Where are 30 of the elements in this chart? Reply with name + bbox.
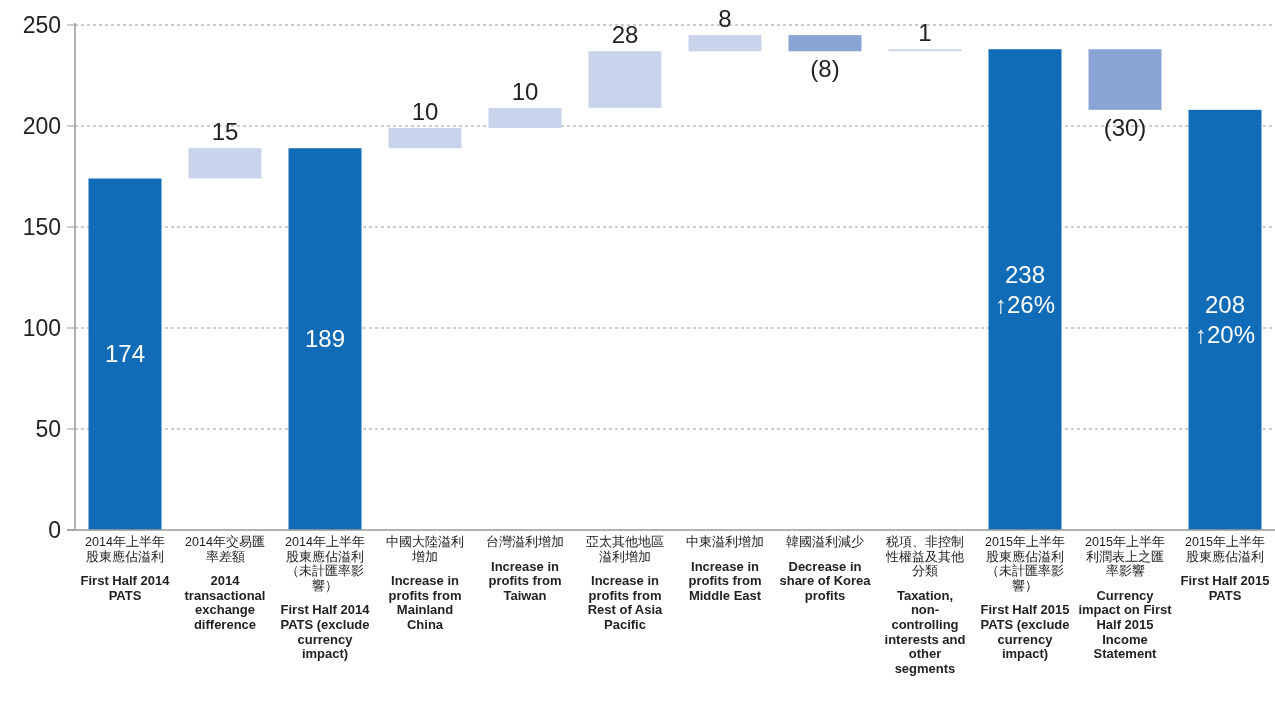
bar <box>1088 49 1162 110</box>
data-label: 174 <box>104 340 146 368</box>
data-label: 10 <box>511 77 539 105</box>
bar <box>988 49 1062 530</box>
data-label: 189 <box>304 325 346 353</box>
data-label: 10 <box>411 98 439 126</box>
bar <box>388 128 462 149</box>
y-tick-label: 100 <box>22 315 61 341</box>
bar <box>688 35 762 52</box>
data-label: 208 ↑20% <box>1194 290 1256 348</box>
bar <box>788 35 862 52</box>
bar <box>488 107 562 129</box>
bar <box>188 148 262 179</box>
bar <box>588 51 662 108</box>
data-label: 238 ↑26% <box>994 260 1056 318</box>
data-label: 1 <box>918 19 932 47</box>
data-label: 8 <box>718 5 732 33</box>
y-tick-label: 0 <box>48 517 61 543</box>
bar <box>88 178 162 530</box>
y-tick-label: 200 <box>22 113 61 139</box>
y-tick-label: 50 <box>35 416 61 442</box>
data-label: 15 <box>211 118 239 146</box>
y-tick-label: 250 <box>22 12 61 38</box>
y-tick-label: 150 <box>22 214 61 240</box>
data-label: (30) <box>1103 113 1147 141</box>
bar <box>888 49 962 52</box>
data-label: (8) <box>810 55 840 83</box>
data-label: 28 <box>611 21 639 49</box>
bar <box>1188 109 1262 530</box>
bar <box>288 148 362 530</box>
